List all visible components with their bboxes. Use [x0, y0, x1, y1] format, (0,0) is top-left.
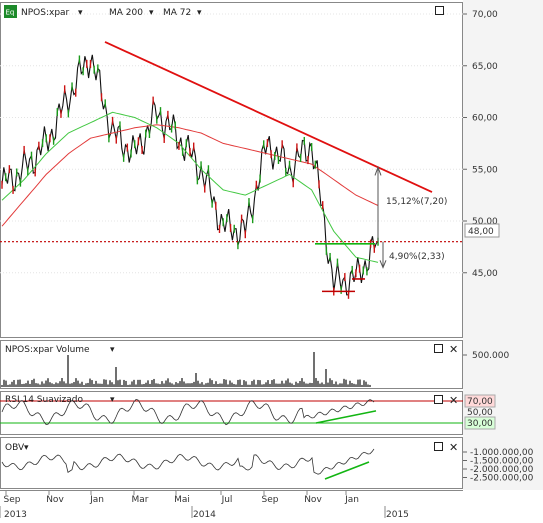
volume-panel-frame — [0, 340, 463, 389]
month-label: Jan — [89, 495, 104, 505]
price-tick-label: 45,00 — [472, 269, 498, 279]
month-label: Sep — [262, 495, 279, 505]
volume-tick-label: 500.000 — [472, 351, 509, 361]
app-icon[interactable] — [4, 5, 17, 18]
obv-tick-label: -1.000.000,00 — [470, 448, 534, 458]
rsi-line — [1, 399, 375, 426]
month-label: Mai — [174, 495, 190, 505]
last-price-box — [464, 223, 500, 238]
rsi-tick-label: 30,00 — [467, 419, 493, 429]
month-label: Nov — [304, 495, 322, 505]
ma-72-label[interactable]: MA 72 — [163, 8, 191, 18]
volume-close-icon[interactable]: ✕ — [449, 343, 458, 356]
year-label: 2014 — [193, 510, 216, 520]
volume-title: NPOS:xpar Volume — [5, 345, 90, 355]
upper-measure-arrowhead — [374, 165, 382, 176]
rsi-tick-label: 70,00 — [467, 397, 493, 407]
price-axis-background — [463, 0, 543, 490]
rsi-trend-line — [315, 410, 377, 424]
obv-tick-label: -2.000.000,00 — [470, 465, 534, 475]
price-tick-label: 50,00 — [472, 217, 498, 227]
grid-layer: 70,00 65,00 60,00 55,00 50,00 45,00 — [0, 10, 498, 279]
ma-200-dropdown-arrow-2[interactable]: ▾ — [149, 8, 154, 18]
maximize-icon[interactable] — [435, 6, 444, 15]
chart-legend: Eq NPOS:xpar ▾ MA 200 ▾ MA 72 ▾ — [4, 5, 202, 18]
app-icon-label: Eq — [6, 9, 15, 17]
symbol-label: NPOS:xpar — [21, 8, 70, 18]
ma-72-line — [1, 111, 379, 263]
month-label: Jul — [221, 495, 233, 505]
lower-percentage-label: 4,90%(2,33) — [389, 252, 445, 262]
price-tick-label: 60,00 — [472, 114, 498, 124]
ma-200-dropdown-arrow[interactable]: ▾ — [78, 8, 83, 18]
rsi-close-icon[interactable]: ✕ — [449, 394, 458, 407]
price-panel-frame — [0, 2, 463, 338]
lower-measure-arrowhead — [379, 260, 387, 269]
price-layer — [0, 41, 463, 299]
month-label: Nov — [46, 495, 64, 505]
year-label: 2013 — [4, 510, 27, 520]
month-label: Sep — [4, 495, 21, 505]
price-tick-label: 55,00 — [472, 165, 498, 175]
rsi-tick-label: 50,00 — [467, 408, 493, 418]
month-label: Jan — [344, 495, 359, 505]
price-tick-label: 65,00 — [472, 62, 498, 72]
rsi-maximize-icon[interactable] — [434, 395, 443, 404]
rsi-level-box — [464, 416, 496, 430]
x-axis: Sep Nov Jan Mar Mai Jul Sep Nov Jan 2013 2014 2015 — [0, 490, 409, 520]
obv-layer: -1.000.000,00-1.500.000,00-2.000.000,00-… — [1, 448, 534, 484]
obv-line — [1, 448, 375, 475]
rsi-panel-frame — [0, 391, 463, 435]
year-label: 2015 — [386, 510, 409, 520]
downtrend-line — [104, 41, 433, 193]
obv-panel-frame — [0, 437, 463, 489]
price-tick-label: 70,00 — [472, 10, 498, 20]
rsi-title: RSI 14 Suavizado — [5, 395, 84, 405]
last-price-label: 48,00 — [468, 227, 494, 237]
volume-maximize-icon[interactable] — [434, 344, 443, 353]
month-label: Mar — [132, 495, 149, 505]
ma-200-label[interactable]: MA 200 — [109, 8, 143, 18]
obv-dropdown-arrow[interactable]: ▾ — [24, 443, 29, 453]
volume-layer: 500.000 — [1, 351, 509, 387]
ma-72-dropdown-arrow[interactable]: ▾ — [197, 8, 202, 18]
obv-close-icon[interactable]: ✕ — [449, 441, 458, 454]
obv-trend-line — [324, 461, 370, 480]
rsi-dropdown-arrow[interactable]: ▾ — [110, 395, 115, 405]
rsi-level-box — [464, 394, 496, 408]
volume-dropdown-arrow[interactable]: ▾ — [110, 345, 115, 355]
obv-tick-label: -2.500.000,00 — [470, 474, 534, 484]
obv-title: OBV — [5, 443, 25, 453]
upper-percentage-label: 15,12%(7,20) — [386, 197, 447, 207]
obv-tick-label: -1.500.000,00 — [470, 457, 534, 467]
obv-maximize-icon[interactable] — [434, 442, 443, 451]
